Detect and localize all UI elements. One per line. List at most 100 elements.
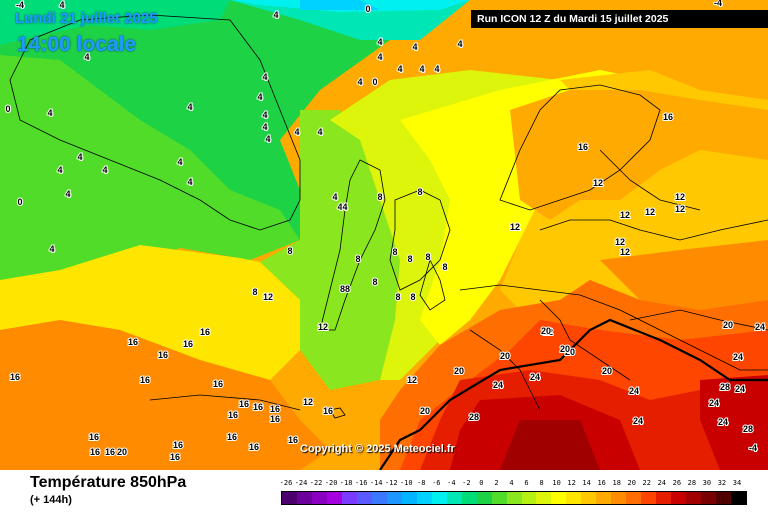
legend-swatch xyxy=(686,492,702,504)
isotherm-value-label: 4 xyxy=(273,10,278,20)
legend-label: -18 xyxy=(339,479,353,487)
isotherm-value-label: 0 xyxy=(5,104,10,114)
legend-swatch xyxy=(506,492,522,504)
isotherm-value-label: 12 xyxy=(543,327,553,337)
legend-label: 0 xyxy=(479,479,484,487)
isotherm-value-label: 12 xyxy=(645,207,655,217)
isotherm-value-label: 4 xyxy=(377,37,382,47)
isotherm-value-label: 8 xyxy=(252,287,257,297)
forecast-time: 14:00 locale xyxy=(17,33,137,56)
isotherm-value-label: 24 xyxy=(709,398,719,408)
legend-label: 12 xyxy=(567,479,576,487)
legend-label: 6 xyxy=(524,479,529,487)
isotherm-value-label: 16 xyxy=(228,410,238,420)
isotherm-value-label: 4 xyxy=(434,64,439,74)
legend-label: 22 xyxy=(642,479,651,487)
isotherm-value-label: 8 xyxy=(442,262,447,272)
legend-swatch xyxy=(416,492,432,504)
legend-label: 16 xyxy=(597,479,606,487)
legend-swatch xyxy=(296,492,312,504)
isotherm-value-label: 12 xyxy=(675,204,685,214)
legend-label: 8 xyxy=(539,479,544,487)
isotherm-value-label: 4 xyxy=(77,152,82,162)
legend-label: -16 xyxy=(354,479,368,487)
isotherm-value-label: 24 xyxy=(530,372,540,382)
isotherm-value-label: 16 xyxy=(227,432,237,442)
isotherm-value-label: 24 xyxy=(733,352,743,362)
isotherm-value-label: 4 xyxy=(262,110,267,120)
isotherm-value-label: 4 xyxy=(262,122,267,132)
isotherm-value-label: 4 xyxy=(317,127,322,137)
isotherm-value-label: 16 xyxy=(288,435,298,445)
isotherm-value-label: 4 xyxy=(59,0,64,10)
isotherm-value-label: 8 xyxy=(417,187,422,197)
isotherm-value-label: 4 xyxy=(412,42,417,52)
isotherm-value-label: 4 xyxy=(57,165,62,175)
isotherm-value-label: 16 xyxy=(239,399,249,409)
isotherm-value-label: 16 xyxy=(213,379,223,389)
isotherm-value-label: 20 xyxy=(560,344,570,354)
legend-label: -20 xyxy=(324,479,338,487)
isotherm-value-label: 16 xyxy=(105,447,115,457)
isotherm-value-label: 4 xyxy=(294,127,299,137)
isotherm-value-label: 4 xyxy=(457,39,462,49)
isotherm-value-label: 20 xyxy=(602,366,612,376)
isotherm-value-label: 12 xyxy=(303,397,313,407)
isotherm-value-label: 20 xyxy=(420,406,430,416)
isotherm-value-label: 20 xyxy=(565,347,575,357)
isotherm-value-label: 16 xyxy=(173,440,183,450)
isotherm-value-label: 24 xyxy=(633,416,643,426)
isotherm-value-label: 4 xyxy=(337,202,342,212)
legend-swatch xyxy=(611,492,627,504)
legend-swatch xyxy=(656,492,672,504)
isotherm-value-label: 12 xyxy=(318,322,328,332)
isotherm-value-label: 16 xyxy=(158,350,168,360)
copyright-notice: Copyright © 2025 Meteociel.fr xyxy=(300,443,455,455)
legend-labels: -26 -24 -22 -20 -18 -16 -14 -12 -10 -8 -6 -4 -2 0 2 4 6 8… xyxy=(279,479,747,489)
legend-swatch xyxy=(566,492,582,504)
isotherm-value-label: 16 xyxy=(128,337,138,347)
isotherm-value-label: 4 xyxy=(65,189,70,199)
legend-swatch xyxy=(341,492,357,504)
footer-bar: Température 850hPa (+ 144h) -26 -24 -22 -20… xyxy=(0,470,768,512)
isotherm-value-label: 8 xyxy=(395,292,400,302)
legend-label: -10 xyxy=(399,479,413,487)
isotherm-value-label: 8 xyxy=(377,192,382,202)
isotherm-value-label: 4 xyxy=(397,64,402,74)
legend-swatch xyxy=(476,492,492,504)
legend-label: -6 xyxy=(432,479,441,487)
isotherm-value-label: 24 xyxy=(629,386,639,396)
isotherm-value-label: 4 xyxy=(419,64,424,74)
isotherm-value-label: 4 xyxy=(357,77,362,87)
isotherm-value-label: 16 xyxy=(249,442,259,452)
legend-swatch xyxy=(596,492,612,504)
legend-label: -2 xyxy=(462,479,471,487)
isotherm-value-label: 4 xyxy=(262,72,267,82)
legend-swatch xyxy=(431,492,447,504)
isotherm-value-label: 20 xyxy=(723,320,733,330)
legend-label: 28 xyxy=(687,479,697,487)
isotherm-value-label: 4 xyxy=(187,177,192,187)
isotherm-value-label: 16 xyxy=(183,339,193,349)
isotherm-value-label: 28 xyxy=(469,412,479,422)
isotherm-value-label: 24 xyxy=(718,417,728,427)
legend-label: -12 xyxy=(384,479,398,487)
legend-swatch xyxy=(551,492,567,504)
legend-swatch xyxy=(311,492,327,504)
isotherm-value-label: 24 xyxy=(735,384,745,394)
legend-swatch xyxy=(581,492,597,504)
isotherm-value-label: 12 xyxy=(510,222,520,232)
isotherm-value-label: 20 xyxy=(500,351,510,361)
legend-swatch xyxy=(701,492,717,504)
legend-swatch xyxy=(326,492,342,504)
legend-swatch xyxy=(386,492,402,504)
isotherm-value-label: -4 xyxy=(16,0,24,10)
isotherm-value-label: 16 xyxy=(200,327,210,337)
color-scale-legend: -26 -24 -22 -20 -18 -16 -14 -12 -10 -8 -6 -4 -2 0 2 4 6 8… xyxy=(279,479,747,505)
legend-swatch xyxy=(371,492,387,504)
legend-label: -26 xyxy=(279,479,293,487)
isotherm-value-label: 16 xyxy=(323,406,333,416)
isotherm-value-label: 8 xyxy=(410,292,415,302)
legend-swatch xyxy=(731,492,747,504)
isotherm-value-label: 28 xyxy=(743,424,753,434)
